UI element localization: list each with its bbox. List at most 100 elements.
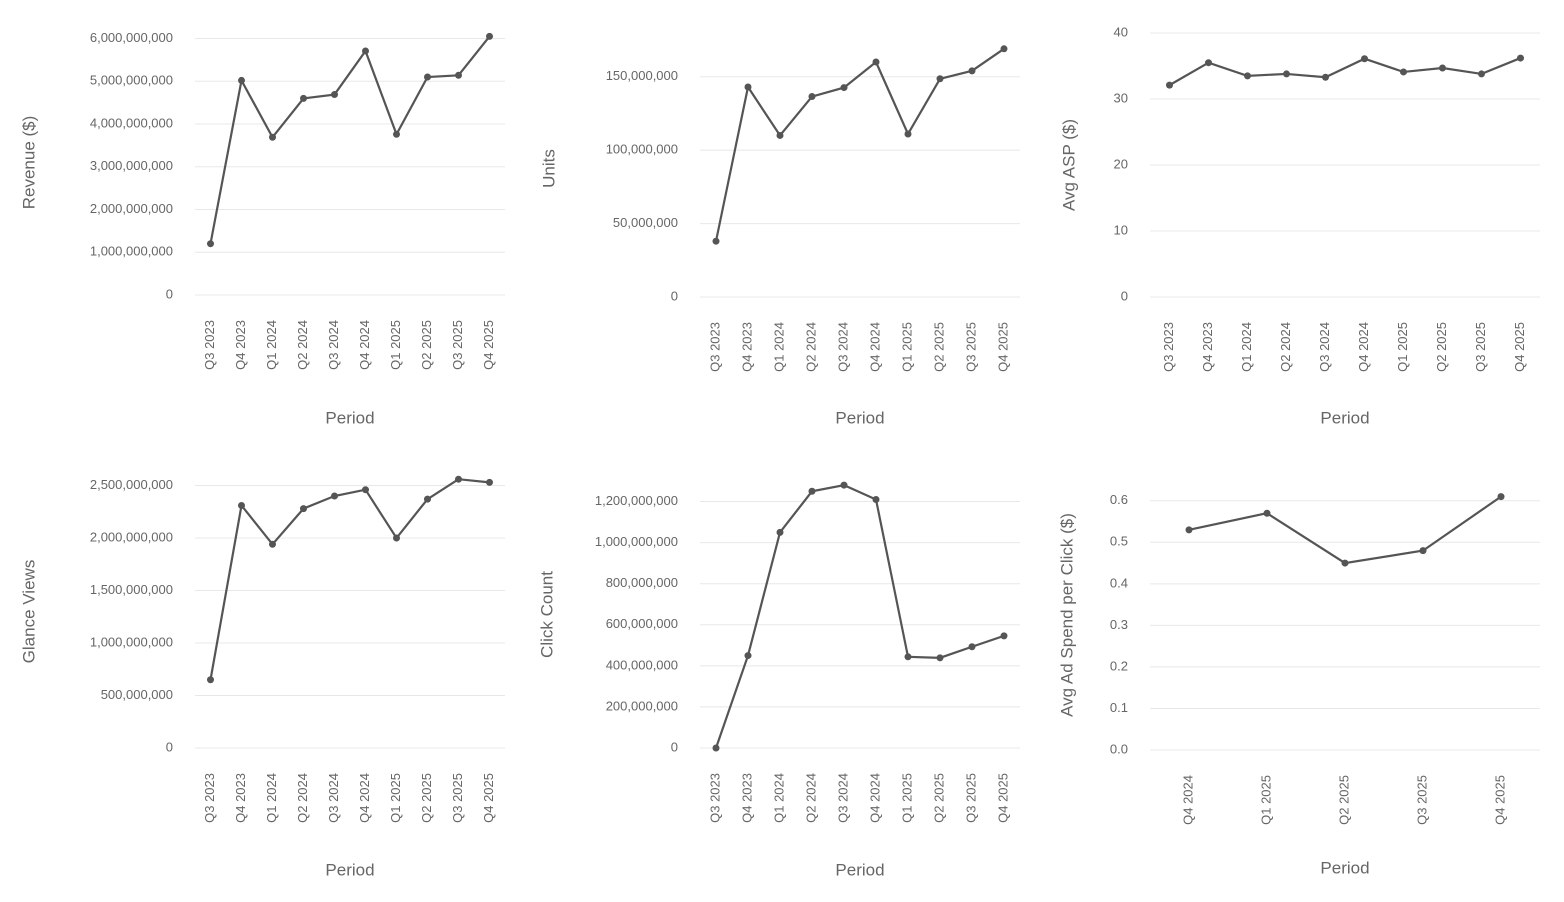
- x-tick-label: Q2 2025: [419, 773, 434, 823]
- x-tick-label: Q1 2025: [899, 322, 914, 372]
- y-axis-title: Units: [539, 149, 558, 188]
- x-tick-label: Q2 2024: [295, 773, 310, 823]
- data-point: [1341, 559, 1349, 567]
- x-tick-label: Q4 2025: [1512, 322, 1527, 372]
- data-point: [1205, 59, 1212, 67]
- x-tick-label: Q1 2024: [1239, 322, 1254, 372]
- x-axis-title: Period: [325, 860, 374, 879]
- data-point: [424, 73, 431, 81]
- x-tick-label: Q3 2023: [202, 320, 217, 370]
- y-tick-label: 0: [166, 286, 173, 301]
- data-point: [1263, 509, 1271, 517]
- y-tick-label: 2,000,000,000: [90, 201, 173, 216]
- data-point: [362, 47, 369, 55]
- y-tick-label: 30: [1114, 90, 1128, 105]
- series-line: [209, 478, 490, 680]
- y-tick-label: 1,500,000,000: [90, 582, 173, 597]
- y-tick-label: 400,000,000: [606, 657, 678, 672]
- y-axis-title: Revenue ($): [19, 116, 38, 210]
- data-point: [1166, 81, 1173, 89]
- data-point: [1322, 73, 1329, 81]
- data-point: [207, 676, 214, 684]
- y-tick-label: 2,000,000,000: [90, 529, 173, 544]
- data-point: [207, 240, 214, 248]
- data-point: [455, 71, 462, 79]
- y-tick-label: 40: [1114, 24, 1128, 39]
- data-point: [1185, 526, 1193, 534]
- data-point: [424, 495, 431, 503]
- data-point: [331, 492, 338, 500]
- data-point: [1497, 493, 1505, 501]
- data-point: [968, 643, 976, 651]
- data-point: [1283, 70, 1290, 78]
- y-tick-label: 3,000,000,000: [90, 158, 173, 173]
- data-point: [486, 478, 493, 486]
- y-tick-label: 50,000,000: [613, 215, 678, 230]
- data-point: [808, 93, 816, 101]
- x-tick-label: Q4 2025: [481, 320, 496, 370]
- y-tick-label: 800,000,000: [606, 575, 678, 590]
- x-tick-label: Q2 2024: [1278, 322, 1293, 372]
- x-tick-label: Q3 2025: [1473, 322, 1488, 372]
- data-point: [362, 486, 369, 494]
- x-tick-label: Q1 2024: [771, 322, 786, 372]
- y-axis-title: Glance Views: [19, 560, 38, 664]
- x-tick-label: Q4 2025: [995, 322, 1010, 372]
- data-point: [904, 130, 912, 138]
- y-tick-label: 0.1: [1110, 700, 1128, 715]
- x-tick-label: Q3 2024: [1317, 322, 1332, 372]
- y-tick-label: 0: [1121, 288, 1128, 303]
- x-tick-label: Q3 2024: [326, 320, 341, 370]
- data-point: [1517, 54, 1524, 62]
- y-tick-label: 150,000,000: [606, 68, 678, 83]
- x-tick-label: Q3 2025: [450, 773, 465, 823]
- data-point: [1000, 45, 1008, 53]
- x-tick-label: Q3 2023: [707, 322, 722, 372]
- x-tick-label: Q4 2025: [995, 773, 1010, 823]
- y-axis-title: Avg Ad Spend per Click ($): [1057, 513, 1076, 717]
- x-tick-label: Q4 2023: [1200, 322, 1215, 372]
- y-axis-title: Avg ASP ($): [1059, 119, 1078, 211]
- data-point: [712, 744, 720, 752]
- x-tick-label: Q1 2024: [771, 773, 786, 823]
- x-tick-label: Q1 2025: [899, 773, 914, 823]
- x-tick-label: Q4 2025: [1492, 775, 1507, 825]
- x-axis-title: Period: [835, 408, 884, 427]
- x-tick-label: Q2 2024: [803, 322, 818, 372]
- x-tick-label: Q3 2025: [450, 320, 465, 370]
- x-tick-label: Q4 2023: [233, 320, 248, 370]
- x-tick-label: Q2 2025: [1336, 775, 1351, 825]
- x-tick-label: Q4 2025: [481, 773, 496, 823]
- y-tick-label: 0.5: [1110, 534, 1128, 549]
- data-point: [936, 75, 944, 83]
- data-point: [269, 133, 276, 141]
- data-point: [1361, 55, 1368, 63]
- x-tick-label: Q4 2023: [739, 322, 754, 372]
- data-point: [1000, 632, 1008, 640]
- y-tick-label: 6,000,000,000: [90, 30, 173, 45]
- data-point: [1400, 68, 1407, 76]
- data-point: [840, 481, 848, 489]
- y-tick-label: 200,000,000: [606, 698, 678, 713]
- data-point: [1419, 547, 1427, 555]
- x-tick-label: Q2 2025: [419, 320, 434, 370]
- data-point: [776, 528, 784, 536]
- y-tick-label: 2,500,000,000: [90, 477, 173, 492]
- y-tick-label: 1,000,000,000: [90, 244, 173, 259]
- series-line: [1168, 57, 1521, 87]
- y-tick-label: 5,000,000,000: [90, 73, 173, 88]
- x-tick-label: Q2 2024: [803, 773, 818, 823]
- data-point: [872, 58, 880, 66]
- x-tick-label: Q1 2024: [264, 320, 279, 370]
- y-tick-label: 4,000,000,000: [90, 115, 173, 130]
- data-point: [904, 653, 912, 661]
- y-tick-label: 0.4: [1110, 575, 1128, 590]
- data-point: [331, 91, 338, 99]
- data-point: [712, 237, 720, 245]
- x-tick-label: Q1 2024: [264, 773, 279, 823]
- y-tick-label: 1,200,000,000: [595, 493, 678, 508]
- series-line: [714, 483, 1005, 749]
- y-tick-label: 0.2: [1110, 658, 1128, 673]
- y-tick-label: 0.3: [1110, 617, 1128, 632]
- data-point: [1478, 70, 1485, 78]
